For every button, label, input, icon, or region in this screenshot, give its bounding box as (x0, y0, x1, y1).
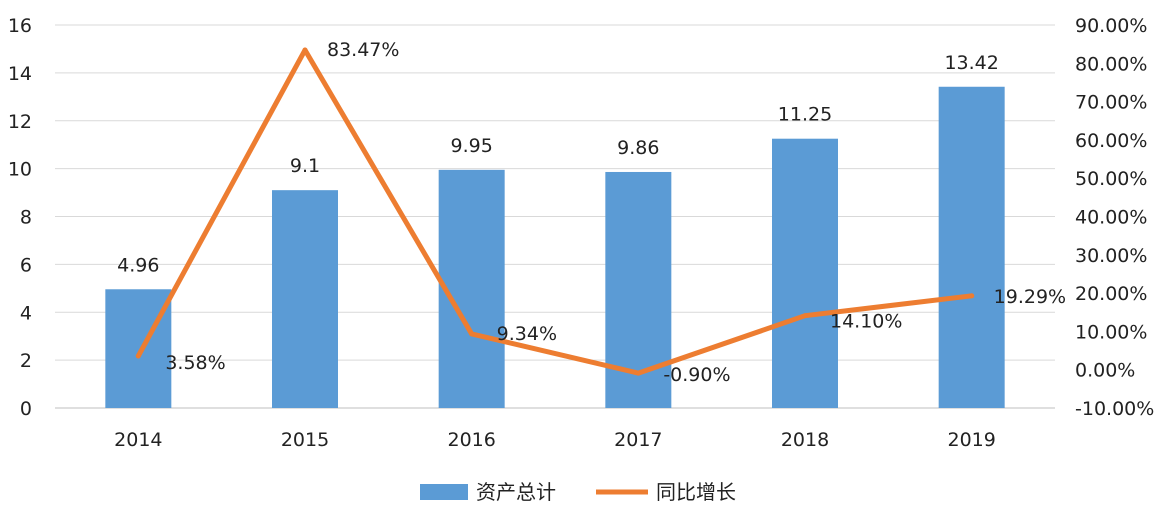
y-right-tick-label: 90.00% (1075, 15, 1147, 37)
y-left-tick-label: 10 (8, 159, 32, 181)
bar-2016 (438, 169, 505, 408)
line-value-label: -0.90% (663, 364, 730, 386)
bar-value-label: 9.1 (290, 155, 320, 177)
bar-value-label: 11.25 (778, 104, 832, 126)
x-tick-label: 2015 (281, 429, 329, 451)
data-labels: 4.96 9.1 9.95 9.86 11.25 13.42 3.58% 83.47% 9.34… (117, 39, 1066, 386)
y-right-tick-label: -10.00% (1075, 398, 1154, 420)
y-right-tick-label: 70.00% (1075, 92, 1147, 114)
line-value-label: 14.10% (830, 311, 902, 333)
y-right-tick-label: 20.00% (1075, 283, 1147, 305)
legend: 资产总计 同比增长 (420, 480, 736, 504)
y-right-tick-label: 0.00% (1075, 360, 1135, 382)
line-value-label: 3.58% (165, 352, 225, 374)
line-value-label: 9.34% (497, 323, 557, 345)
bar-2019 (938, 86, 1005, 408)
y-left-tick-label: 2 (20, 350, 32, 372)
line-value-label: 83.47% (327, 39, 399, 61)
line-value-label: 19.29% (994, 286, 1066, 308)
growth-line (135, 47, 975, 376)
bar-value-label: 9.86 (617, 137, 659, 159)
x-tick-label: 2016 (447, 429, 495, 451)
y-left-tick-label: 14 (8, 63, 32, 85)
bar-2018 (772, 138, 838, 408)
line-point (135, 353, 141, 359)
legend-swatch-bar (420, 484, 468, 500)
y-right-tick-label: 10.00% (1075, 321, 1147, 343)
y-right-tick-label: 40.00% (1075, 207, 1147, 229)
y-right-tick-label: 60.00% (1075, 130, 1147, 152)
bar-value-label: 13.42 (944, 52, 998, 74)
y-left-tick-label: 12 (8, 111, 32, 133)
line-point (302, 47, 308, 53)
y-left-tick-label: 4 (20, 302, 32, 324)
line-series (135, 47, 975, 376)
line-point (635, 370, 641, 376)
axes: 0 2 4 6 8 10 12 14 16 -10.00% 0.00% 10.00% 20.00% 30.… (8, 15, 1155, 451)
line-point (969, 293, 975, 299)
bar-series (105, 86, 1005, 408)
bar-2015 (272, 190, 338, 408)
gridlines (55, 24, 1055, 409)
line-point (802, 313, 808, 319)
x-tick-label: 2017 (614, 429, 662, 451)
x-tick-label: 2018 (781, 429, 829, 451)
bar-value-label: 9.95 (451, 135, 493, 157)
legend-label-bar: 资产总计 (476, 480, 556, 504)
line-point (469, 331, 475, 337)
x-tick-label: 2019 (947, 429, 995, 451)
x-tick-label: 2014 (114, 429, 162, 451)
y-right-tick-label: 30.00% (1075, 245, 1147, 267)
y-right-tick-label: 50.00% (1075, 168, 1147, 190)
y-left-tick-label: 6 (20, 254, 32, 276)
y-left-tick-label: 16 (8, 15, 32, 37)
y-left-tick-label: 0 (20, 398, 32, 420)
y-left-tick-label: 8 (20, 207, 32, 229)
y-right-tick-label: 80.00% (1075, 53, 1147, 75)
legend-label-line: 同比增长 (656, 480, 736, 504)
bar-value-label: 4.96 (117, 254, 159, 276)
bar-2014 (105, 289, 172, 408)
